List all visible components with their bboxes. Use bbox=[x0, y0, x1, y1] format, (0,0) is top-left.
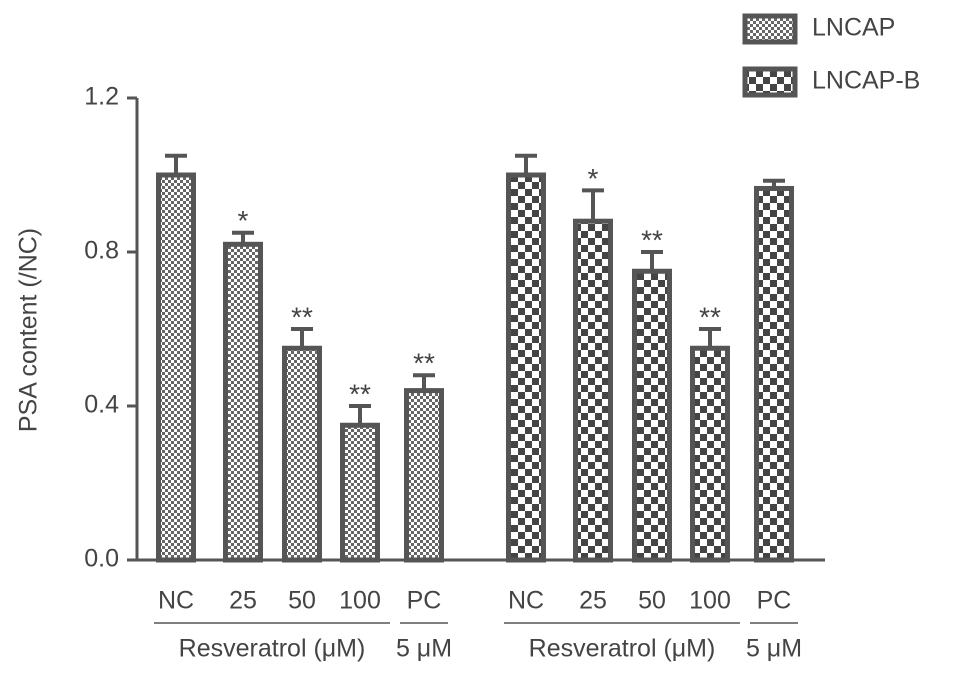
bar bbox=[573, 218, 613, 563]
bar bbox=[506, 172, 546, 563]
legend-label: LNCAP bbox=[812, 14, 895, 42]
x-tick-label: 50 bbox=[638, 587, 666, 615]
x-tick-label: PC bbox=[757, 587, 792, 615]
x-tick-label: 50 bbox=[288, 587, 316, 615]
significance: * bbox=[588, 163, 599, 194]
bar bbox=[156, 172, 196, 563]
significance: * bbox=[238, 205, 249, 236]
bar bbox=[404, 388, 444, 563]
y-tick-label: 0.8 bbox=[84, 237, 119, 265]
bar bbox=[754, 185, 794, 563]
x-tick-label: 25 bbox=[579, 587, 607, 615]
significance: ** bbox=[699, 301, 721, 332]
x-tick-label: PC bbox=[407, 587, 442, 615]
significance: ** bbox=[413, 348, 435, 379]
x-tick-label: 25 bbox=[229, 587, 257, 615]
y-axis-label: PSA content (/NC) bbox=[15, 228, 43, 432]
x-tick-label: NC bbox=[158, 587, 194, 615]
legend-swatch bbox=[742, 66, 798, 98]
bar bbox=[632, 268, 672, 563]
x-tick-label: NC bbox=[508, 587, 544, 615]
bar bbox=[340, 422, 380, 563]
y-tick-label: 0.0 bbox=[84, 545, 119, 573]
bar bbox=[690, 345, 730, 563]
group-label: 5 μM bbox=[746, 635, 802, 663]
significance: ** bbox=[349, 378, 371, 409]
group-label: Resveratrol (μM) bbox=[529, 635, 716, 663]
y-tick-label: 0.4 bbox=[84, 391, 119, 419]
significance: ** bbox=[291, 301, 313, 332]
y-tick-label: 1.2 bbox=[84, 83, 119, 111]
group-label: 5 μM bbox=[396, 635, 452, 663]
legend-swatch bbox=[742, 13, 798, 45]
significance: ** bbox=[641, 224, 663, 255]
group-label: Resveratrol (μM) bbox=[179, 635, 366, 663]
x-tick-label: 100 bbox=[339, 587, 381, 615]
legend-label: LNCAP-B bbox=[812, 67, 920, 95]
x-tick-label: 100 bbox=[689, 587, 731, 615]
bar bbox=[282, 345, 322, 563]
bar bbox=[223, 241, 263, 563]
